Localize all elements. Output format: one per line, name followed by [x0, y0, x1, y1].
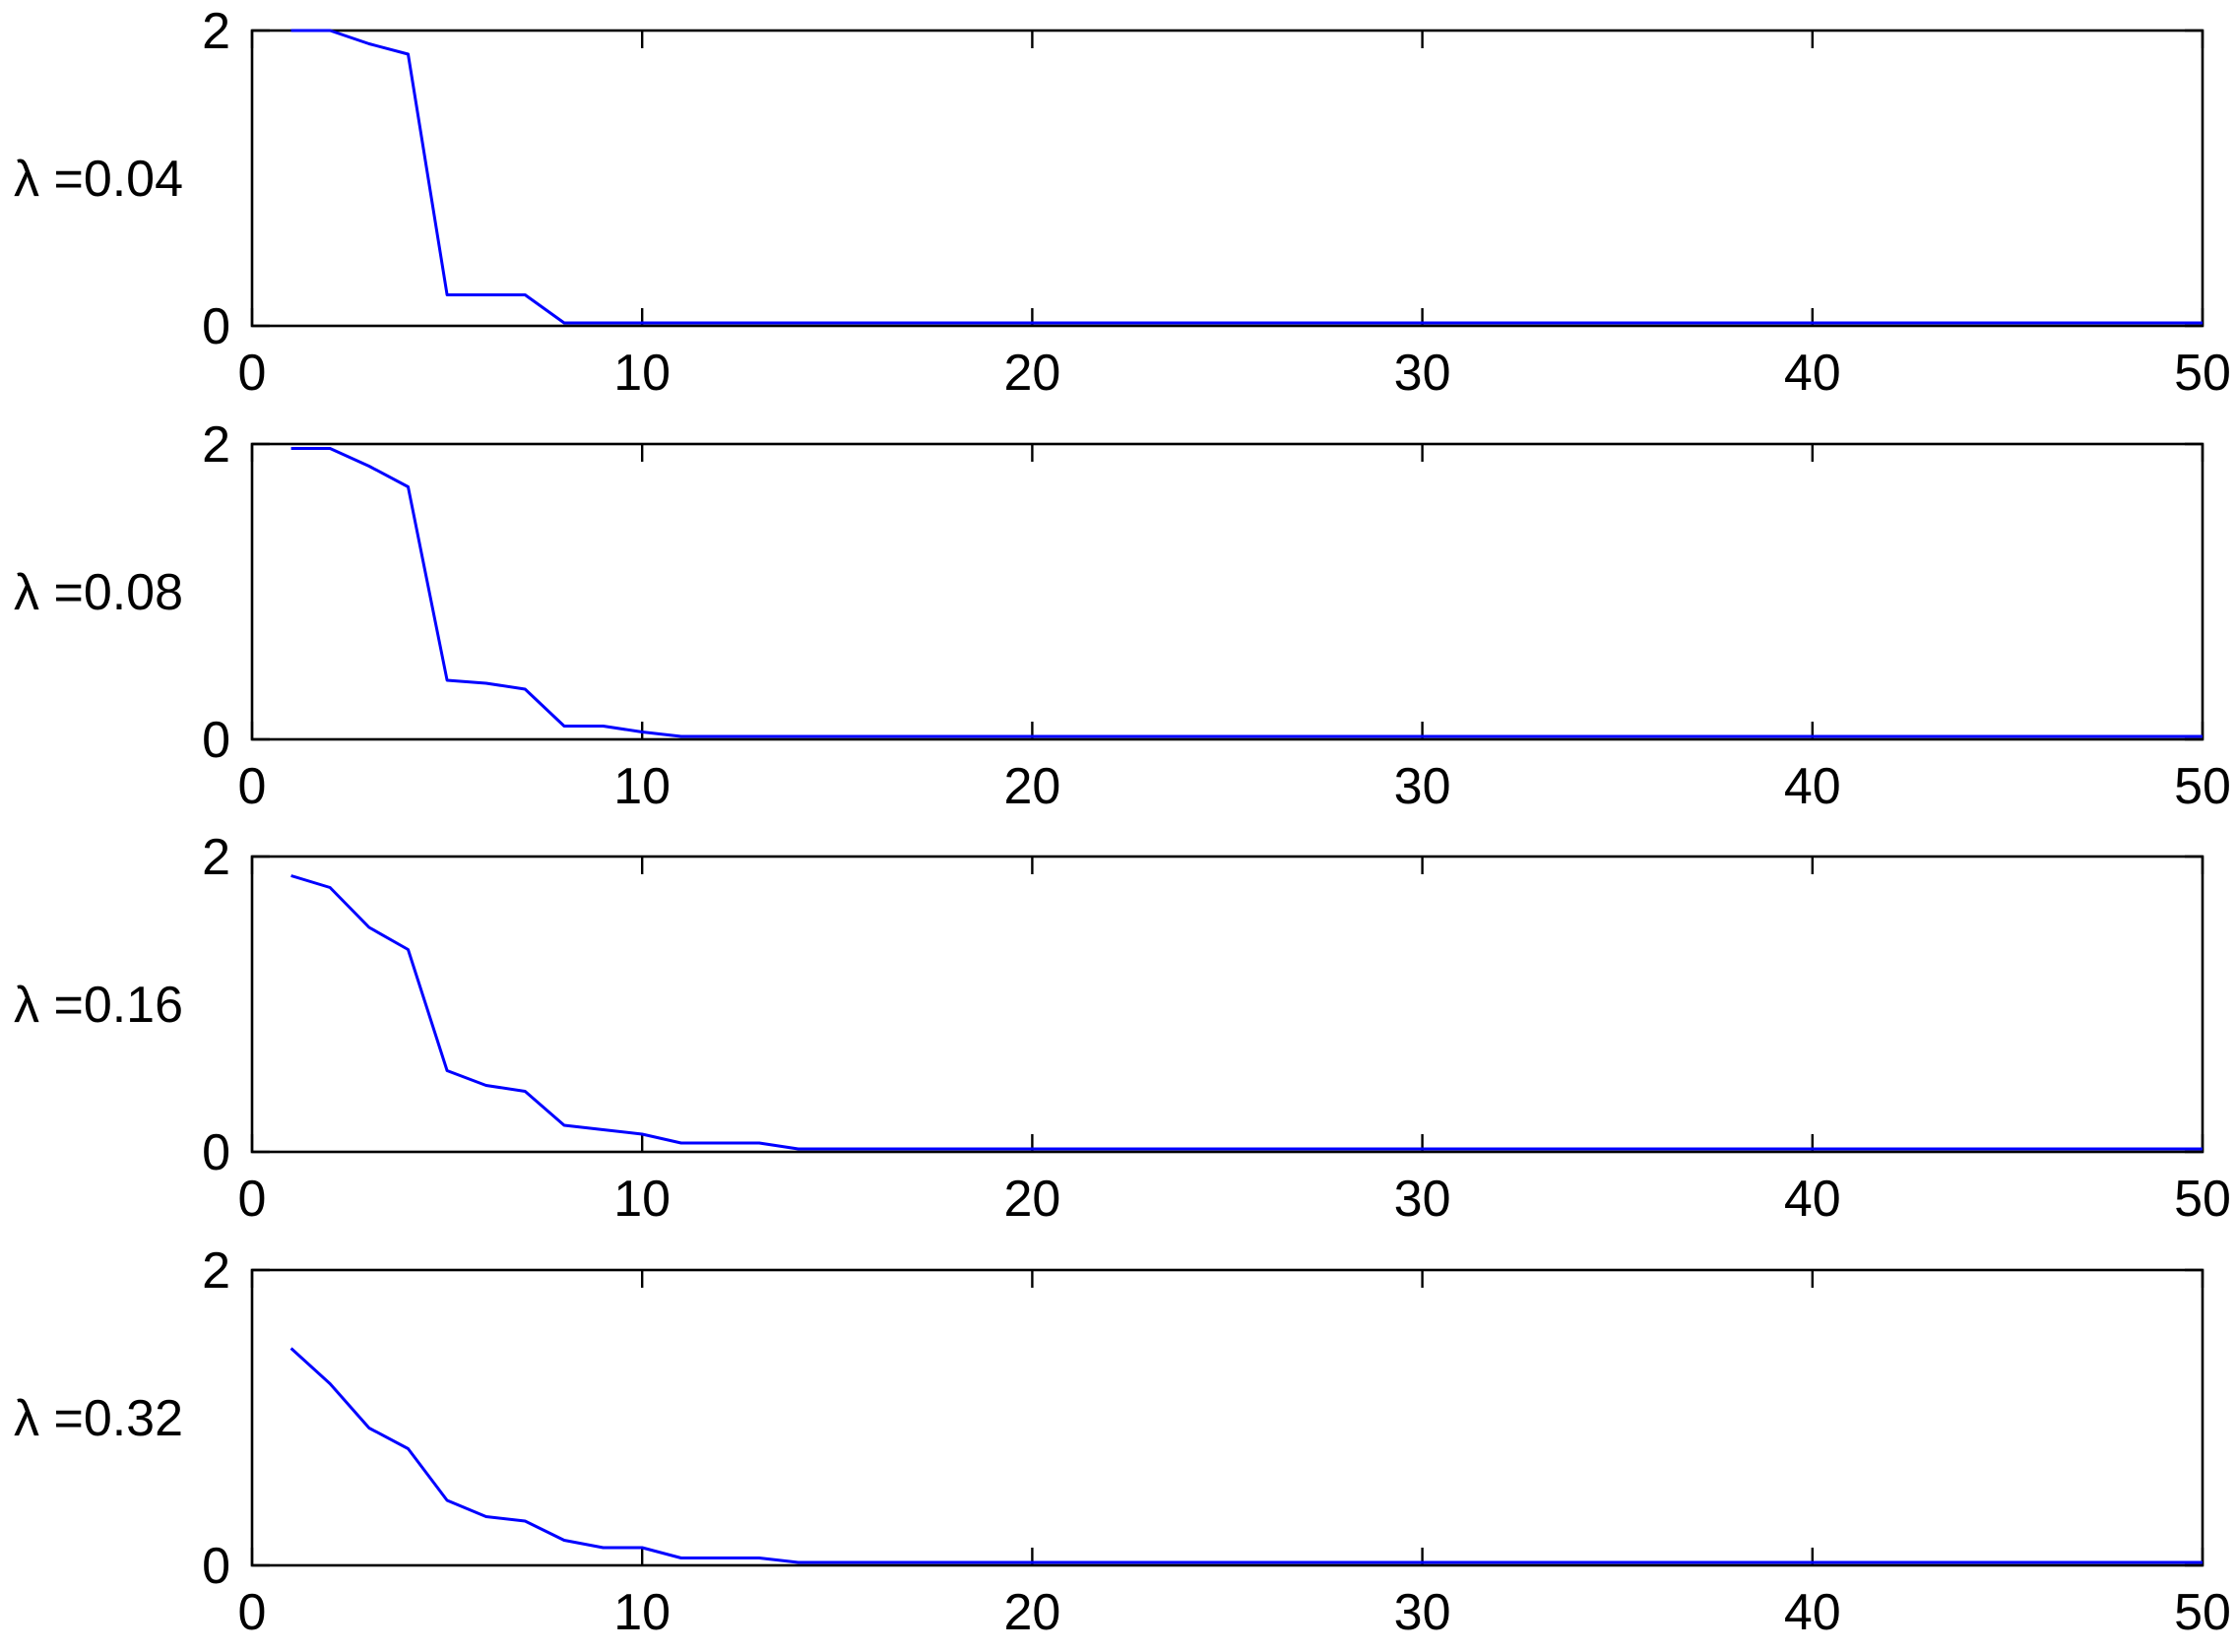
series-line — [290, 874, 2203, 1151]
subplot-3: 0 10 20 30 40 50 0 2 λ =0.16 — [14, 829, 2231, 1228]
x-tick-label: 20 — [1003, 1584, 1060, 1641]
y-tick-label: 0 — [202, 1124, 230, 1181]
x-tick-label: 20 — [1003, 1171, 1060, 1228]
x-tick-label: 0 — [238, 1171, 267, 1228]
x-tick-label: 10 — [613, 1171, 671, 1228]
x-tick-label: 50 — [2174, 758, 2231, 815]
subplot-1: 0 10 20 30 40 50 0 2 λ =0.04 — [14, 3, 2231, 402]
series-line — [290, 29, 2203, 325]
x-tick-label: 50 — [2174, 1171, 2231, 1228]
x-tick-label: 50 — [2174, 345, 2231, 402]
y-tick-label: 2 — [202, 416, 230, 474]
x-tick-label: 30 — [1394, 345, 1451, 402]
x-tick-label: 40 — [1784, 345, 1841, 402]
subplot-2: 0 10 20 30 40 50 0 2 λ =0.08 — [14, 416, 2231, 815]
x-tick-label: 30 — [1394, 1171, 1451, 1228]
axes-frame — [250, 442, 2204, 741]
y-tick-label: 2 — [202, 1242, 230, 1300]
x-tick-label: 20 — [1003, 758, 1060, 815]
axes-frame — [250, 29, 2204, 328]
y-tick-label: 0 — [202, 298, 230, 355]
x-tick-label: 10 — [613, 345, 671, 402]
x-tick-label: 10 — [613, 758, 671, 815]
series-line — [289, 1347, 2203, 1564]
x-tick-label: 0 — [238, 758, 267, 815]
x-tick-label: 0 — [238, 1584, 267, 1641]
y-axis-label: λ =0.08 — [14, 564, 183, 621]
x-tick-label: 30 — [1394, 1584, 1451, 1641]
y-axis-label: λ =0.16 — [14, 977, 183, 1034]
x-tick-label: 40 — [1784, 758, 1841, 815]
x-tick-label: 0 — [238, 345, 267, 402]
subplot-4: 0 10 20 30 40 50 0 2 λ =0.32 — [14, 1242, 2231, 1641]
axes-frame — [250, 855, 2204, 1154]
x-tick-label: 40 — [1784, 1584, 1841, 1641]
y-axis-label: λ =0.04 — [14, 151, 183, 208]
y-tick-label: 0 — [202, 712, 230, 769]
x-tick-label: 10 — [613, 1584, 671, 1641]
series-line — [290, 447, 2203, 738]
y-tick-label: 2 — [202, 3, 230, 60]
x-tick-label: 50 — [2174, 1584, 2231, 1641]
y-tick-label: 0 — [202, 1538, 230, 1595]
y-axis-label: λ =0.32 — [14, 1390, 183, 1447]
x-tick-label: 30 — [1394, 758, 1451, 815]
x-tick-label: 40 — [1784, 1171, 1841, 1228]
x-tick-label: 20 — [1003, 345, 1060, 402]
axes-frame — [250, 1268, 2204, 1567]
y-tick-label: 2 — [202, 829, 230, 886]
